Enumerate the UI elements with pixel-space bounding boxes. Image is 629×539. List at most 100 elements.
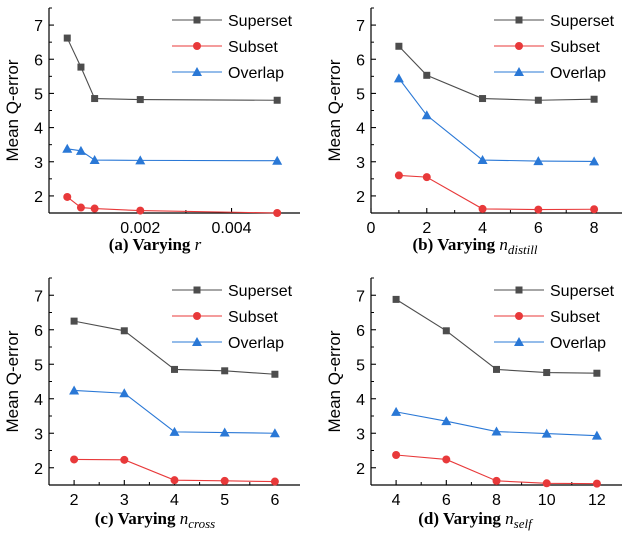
y-tick-label: 6: [356, 323, 365, 340]
legend-marker-superset: [193, 16, 201, 24]
series-line-subset: [66, 196, 278, 214]
caption-variable: r: [195, 235, 202, 254]
data-point-superset: [590, 95, 598, 103]
data-point-overlap: [591, 430, 602, 440]
caption-subscript: cross: [188, 516, 215, 531]
x-tick-label: 10: [538, 492, 556, 509]
legend-label-overlap: Overlap: [550, 335, 606, 352]
data-point-superset: [120, 327, 128, 335]
x-tick-label: 6: [534, 220, 543, 237]
data-point-overlap: [391, 406, 402, 416]
data-point-superset: [273, 96, 281, 104]
legend-label-subset: Subset: [550, 309, 600, 326]
data-point-overlap: [272, 155, 283, 165]
x-tick-label: 2: [422, 220, 431, 237]
y-tick-label: 3: [34, 155, 43, 172]
y-tick-label: 7: [34, 288, 43, 305]
data-point-subset: [76, 203, 85, 212]
x-tick-label: 0.002: [120, 220, 160, 237]
data-point-superset: [534, 96, 542, 104]
data-point-overlap: [62, 143, 73, 153]
data-point-overlap: [75, 145, 86, 155]
legend-label-superset: Superset: [550, 13, 615, 30]
x-tick-label: 2: [70, 492, 79, 509]
data-point-superset: [392, 295, 400, 303]
caption-subscript: distill: [508, 242, 538, 257]
x-tick-label: 4: [392, 492, 401, 509]
x-tick-label: 5: [220, 492, 229, 509]
legend-marker-superset: [515, 16, 523, 24]
y-tick-label: 3: [356, 426, 365, 443]
y-tick-label: 3: [34, 426, 43, 443]
chart-caption: (a) Varying r: [109, 235, 202, 254]
data-point-superset: [221, 367, 229, 375]
x-tick-label: 4: [478, 220, 487, 237]
legend-label-superset: Superset: [550, 283, 615, 300]
data-point-superset: [77, 63, 85, 71]
data-point-overlap: [491, 426, 502, 436]
y-axis-label: Mean Q-error: [325, 59, 344, 161]
chart-panel-1: 2 3 4 5 6 7 0.002 0.004 Mean Q-error Superset Subs…: [3, 7, 300, 254]
y-axis-label: Mean Q-error: [3, 330, 22, 432]
data-point-subset: [492, 476, 501, 485]
data-point-subset: [70, 455, 79, 464]
data-point-subset: [592, 479, 601, 488]
legend-marker-subset: [193, 312, 201, 320]
data-point-superset: [593, 369, 601, 377]
x-tick-label: 3: [120, 492, 129, 509]
legend-label-subset: Subset: [228, 309, 278, 326]
y-tick-label: 6: [34, 52, 43, 69]
data-point-subset: [90, 204, 99, 213]
data-point-subset: [478, 204, 487, 213]
legend-marker-overlap: [192, 67, 202, 76]
data-point-subset: [270, 477, 279, 486]
legend-marker-overlap: [192, 337, 202, 346]
series-line-overlap: [398, 78, 595, 162]
data-point-overlap: [89, 155, 100, 165]
caption-prefix: (a) Varying: [109, 235, 195, 254]
data-point-superset: [423, 71, 431, 79]
series-line-overlap: [67, 148, 278, 162]
data-point-overlap: [589, 156, 600, 166]
data-point-superset: [543, 369, 551, 377]
y-tick-label: 5: [356, 86, 365, 103]
data-point-superset: [136, 96, 144, 104]
data-point-overlap: [533, 156, 544, 166]
legend-label-overlap: Overlap: [228, 65, 284, 82]
y-tick-label: 2: [356, 461, 365, 478]
data-point-overlap: [219, 427, 230, 437]
x-tick-label: 4: [170, 492, 179, 509]
data-point-superset: [171, 365, 178, 373]
caption-variable: n: [505, 509, 514, 528]
legend-label-subset: Subset: [550, 39, 600, 56]
legend-marker-subset: [515, 42, 523, 50]
chart-panel-4: 2 3 4 5 6 7 4 6 8 10 12 Mean Q-error Superset Subset O…: [325, 277, 622, 531]
data-point-subset: [392, 450, 401, 459]
y-tick-label: 2: [34, 189, 43, 206]
x-tick-label: 8: [590, 220, 599, 237]
data-point-subset: [590, 205, 599, 214]
data-point-superset: [442, 327, 450, 335]
legend-label-superset: Superset: [228, 283, 293, 300]
data-point-overlap: [69, 385, 80, 395]
chart-caption: (c) Varying ncross: [95, 509, 215, 531]
y-tick-label: 2: [356, 189, 365, 206]
data-point-subset: [422, 173, 431, 182]
data-point-subset: [220, 476, 229, 485]
y-tick-label: 4: [34, 392, 43, 409]
y-tick-label: 7: [356, 288, 365, 305]
data-point-superset: [271, 370, 279, 378]
legend-label-overlap: Overlap: [228, 335, 284, 352]
data-point-superset: [395, 42, 403, 50]
chart-panel-3: 2 3 4 5 6 7 2 3 4 5 6 Mean Q-error Superset Subset Ove…: [3, 277, 300, 531]
data-point-overlap: [477, 155, 488, 165]
data-point-overlap: [269, 428, 280, 438]
legend-marker-superset: [515, 286, 523, 294]
legend-marker-subset: [193, 42, 201, 50]
data-point-subset: [136, 206, 145, 215]
data-point-overlap: [421, 110, 432, 120]
y-tick-label: 4: [34, 121, 43, 138]
data-point-subset: [170, 476, 179, 485]
y-tick-label: 6: [356, 52, 365, 69]
x-tick-label: 0.004: [212, 220, 252, 237]
